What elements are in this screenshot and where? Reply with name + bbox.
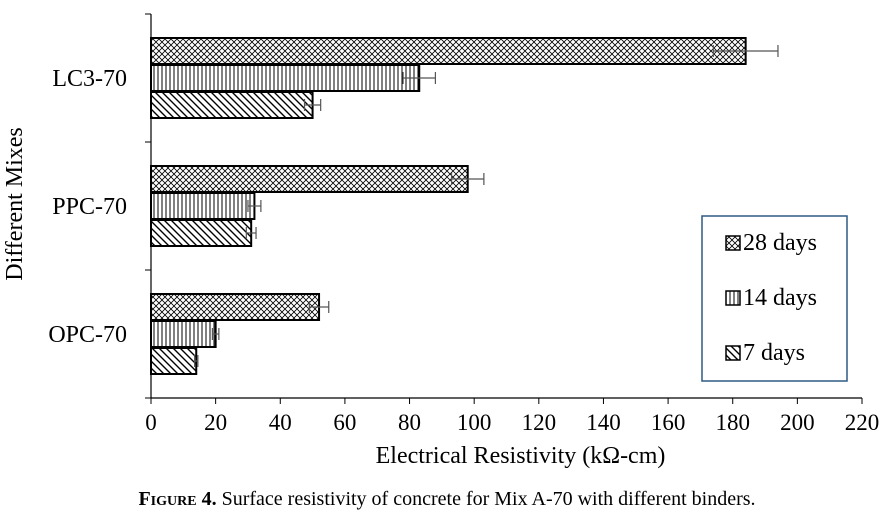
x-tick-label: 220 bbox=[845, 410, 880, 435]
bars bbox=[150, 37, 779, 375]
figure-label: Figure 4. bbox=[138, 488, 217, 510]
figure-caption-text: Surface resistivity of concrete for Mix … bbox=[216, 488, 756, 510]
x-tick-label: 140 bbox=[586, 410, 621, 435]
x-tick-label: 20 bbox=[204, 410, 227, 435]
x-tick-label: 0 bbox=[145, 410, 157, 435]
x-tick-label: 120 bbox=[522, 410, 557, 435]
y-category-label: OPC-70 bbox=[48, 322, 127, 348]
legend-label: 14 days bbox=[743, 285, 817, 311]
y-category-label: LC3-70 bbox=[52, 66, 127, 92]
bar bbox=[150, 293, 321, 321]
legend-swatch bbox=[725, 290, 741, 306]
x-tick-label: 60 bbox=[333, 410, 356, 435]
legend: 28 days 14 days 7 days bbox=[701, 215, 848, 382]
y-axis-title: Different Mixes bbox=[2, 127, 28, 281]
bar bbox=[150, 37, 747, 65]
bar-chart: 0 20 40 60 80 100 120 140 160 180 200 220 LC3-70 PPC-… bbox=[2, 13, 879, 469]
x-tick-label: 100 bbox=[457, 410, 492, 435]
bar bbox=[150, 347, 198, 375]
bar bbox=[150, 165, 469, 193]
bar bbox=[150, 91, 314, 119]
bar bbox=[150, 320, 217, 348]
y-category-label: PPC-70 bbox=[52, 194, 127, 220]
legend-label: 28 days bbox=[743, 230, 817, 256]
axis-labels: 0 20 40 60 80 100 120 140 160 180 200 220 LC3-70 PPC-… bbox=[2, 66, 879, 469]
bar bbox=[150, 64, 421, 92]
x-tick-label: 80 bbox=[398, 410, 421, 435]
x-tick-label: 180 bbox=[715, 410, 750, 435]
x-tick-label: 200 bbox=[780, 410, 815, 435]
legend-swatch bbox=[725, 235, 741, 251]
x-tick-label: 40 bbox=[269, 410, 292, 435]
legend-label: 7 days bbox=[743, 340, 805, 366]
figure-caption: Figure 4. Surface resistivity of concret… bbox=[0, 488, 894, 511]
bar bbox=[150, 192, 256, 220]
bar bbox=[150, 219, 253, 247]
x-tick-label: 160 bbox=[651, 410, 686, 435]
legend-swatch bbox=[725, 345, 741, 361]
x-axis-title: Electrical Resistivity (kΩ-cm) bbox=[376, 443, 666, 469]
